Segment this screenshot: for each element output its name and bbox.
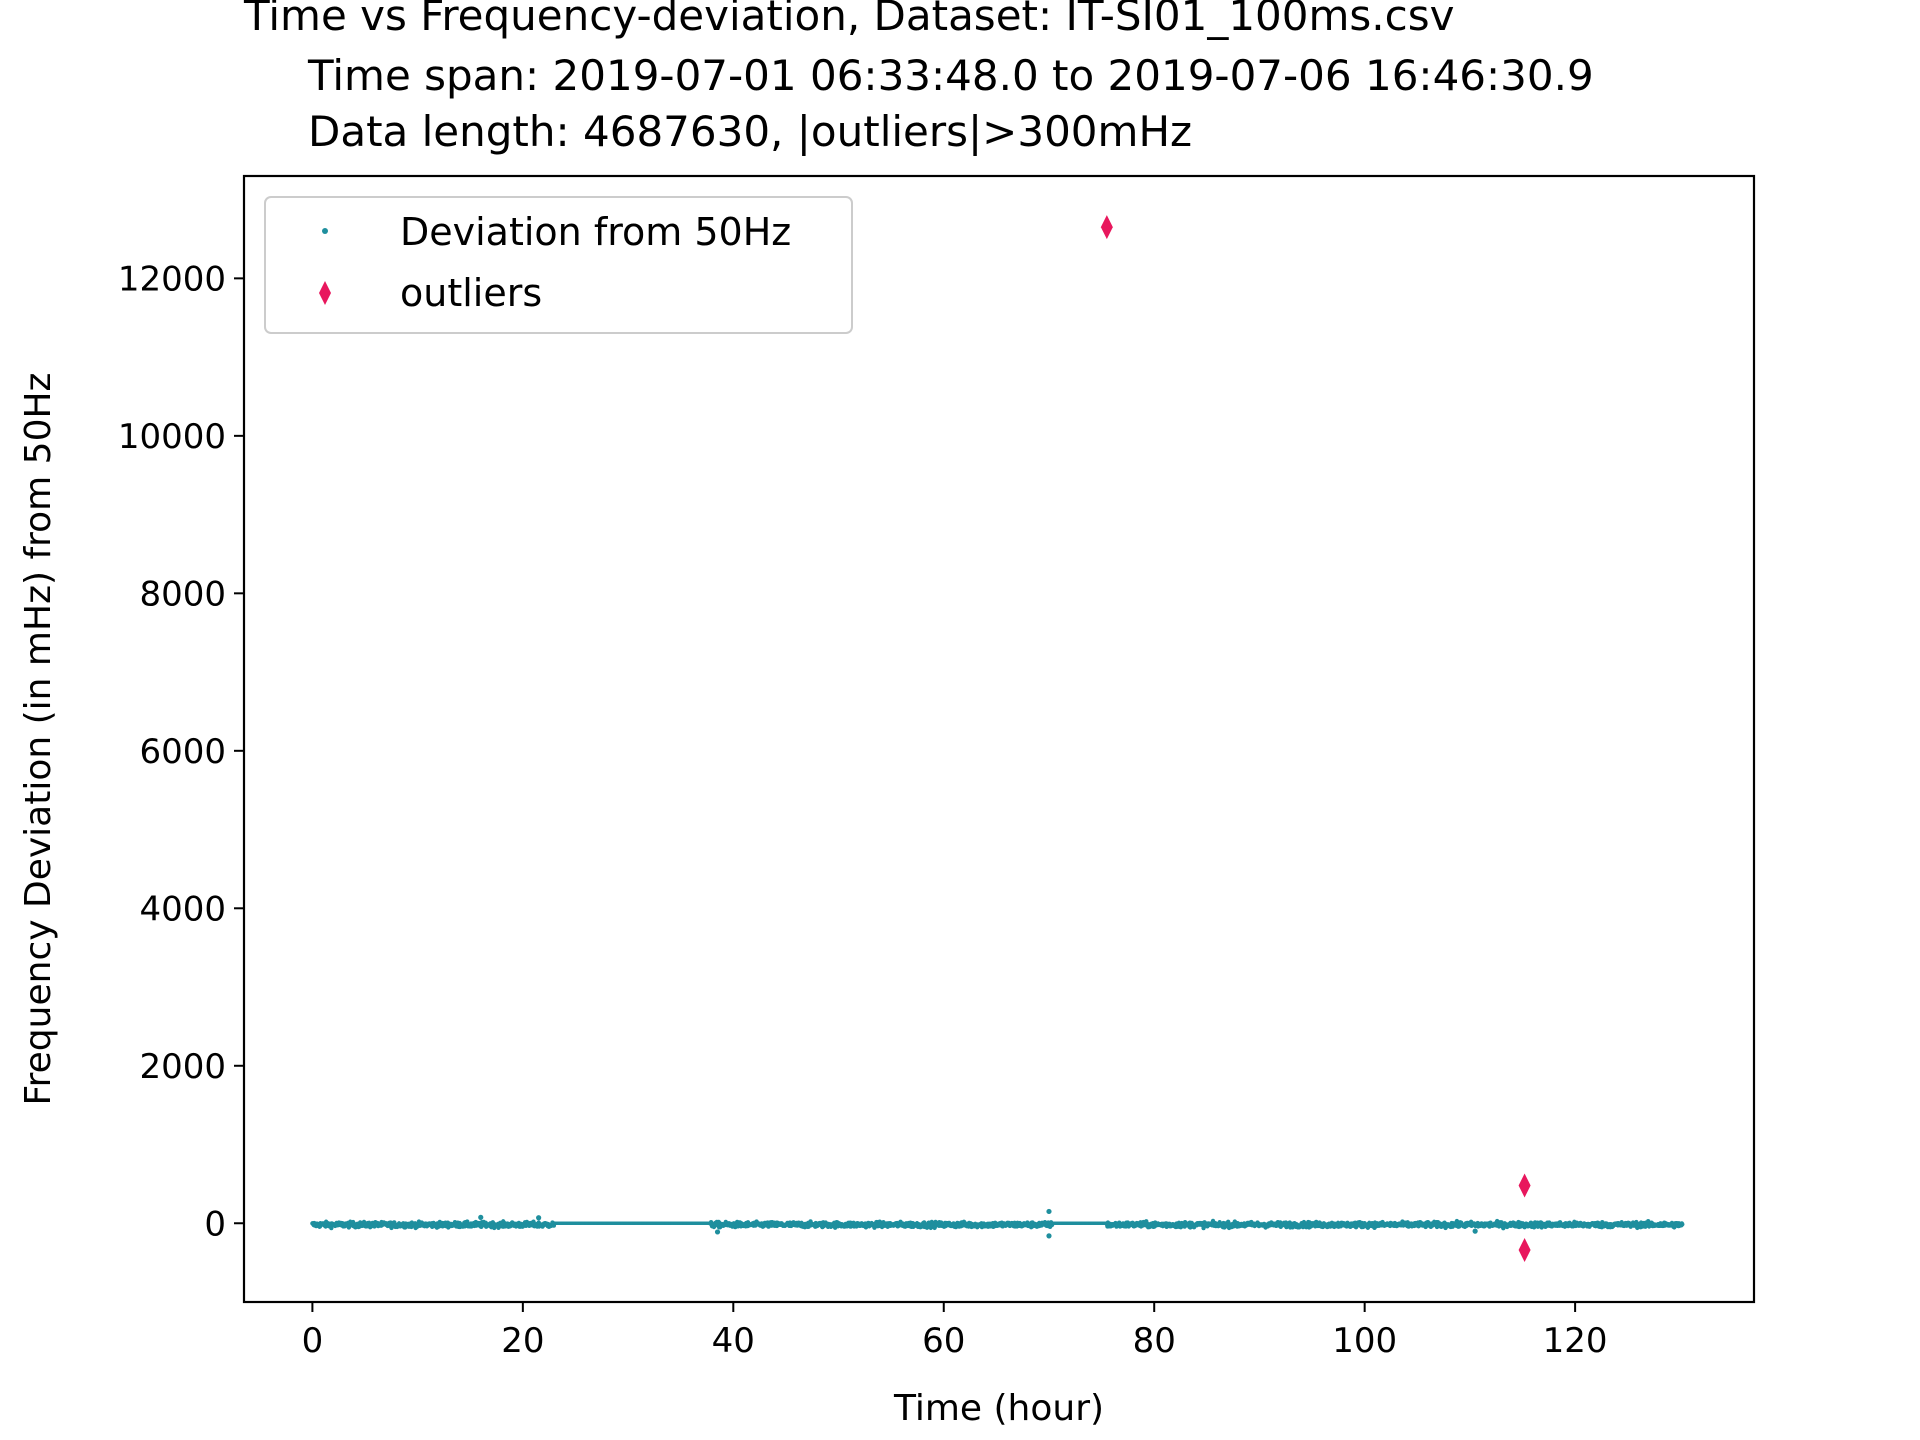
- outlier-point: [1518, 1238, 1531, 1263]
- legend-box: [264, 196, 853, 334]
- x-axis-ticks: 0 20 40 60 80 100 120: [302, 1302, 1608, 1361]
- y-tick-label: 6000: [139, 732, 226, 772]
- x-tick-label: 80: [1133, 1321, 1176, 1361]
- deviation-point: [714, 1229, 721, 1235]
- axes-frame: [242, 174, 1756, 1304]
- legend-marker-outliers: [319, 281, 331, 305]
- y-tick-label: 10000: [118, 417, 226, 457]
- legend: Deviation from 50Hz outliers: [264, 196, 853, 334]
- x-tick-label: 120: [1543, 1321, 1608, 1361]
- title-line-2: Time span: 2019-07-01 06:33:48.0 to 2019…: [307, 51, 1594, 100]
- title-line-1: Time vs Frequency-deviation, Dataset: IT…: [243, 0, 1454, 40]
- y-tick-label: 8000: [139, 574, 226, 614]
- x-tick-label: 40: [712, 1321, 755, 1361]
- y-axis-ticks: 0 2000 4000 6000 8000 10000 12000: [118, 259, 244, 1244]
- outlier-point: [1518, 1173, 1531, 1198]
- deviation-point: [1046, 1208, 1052, 1215]
- y-tick-label: 4000: [139, 889, 226, 929]
- x-tick-label: 60: [922, 1321, 965, 1361]
- y-tick-label: 0: [204, 1204, 226, 1244]
- outlier-layer: [1100, 215, 1531, 1263]
- legend-label-deviation: Deviation from 50Hz: [400, 210, 791, 254]
- deviation-point: [1046, 1233, 1052, 1239]
- legend-marker-deviation: [322, 228, 328, 234]
- x-tick-label: 100: [1332, 1321, 1397, 1361]
- deviation-point: [536, 1215, 542, 1221]
- y-tick-label: 2000: [139, 1047, 226, 1087]
- legend-label-outliers: outliers: [400, 271, 542, 315]
- title-line-3: Data length: 4687630, |outliers|>300mHz: [308, 107, 1192, 156]
- x-axis-label: Time (hour): [893, 1388, 1104, 1429]
- x-tick-label: 20: [501, 1321, 544, 1361]
- outlier-point: [1100, 215, 1113, 240]
- y-tick-label: 12000: [118, 259, 226, 299]
- deviation-point: [1472, 1228, 1478, 1234]
- x-tick-label: 0: [302, 1321, 324, 1361]
- deviation-point: [478, 1214, 484, 1220]
- y-axis-label: Frequency Deviation (in mHz) from 50Hz: [18, 373, 59, 1106]
- deviation-point: [1680, 1222, 1685, 1227]
- series-layer: [310, 1208, 1685, 1239]
- chart-title: Time vs Frequency-deviation, Dataset: IT…: [243, 0, 1594, 156]
